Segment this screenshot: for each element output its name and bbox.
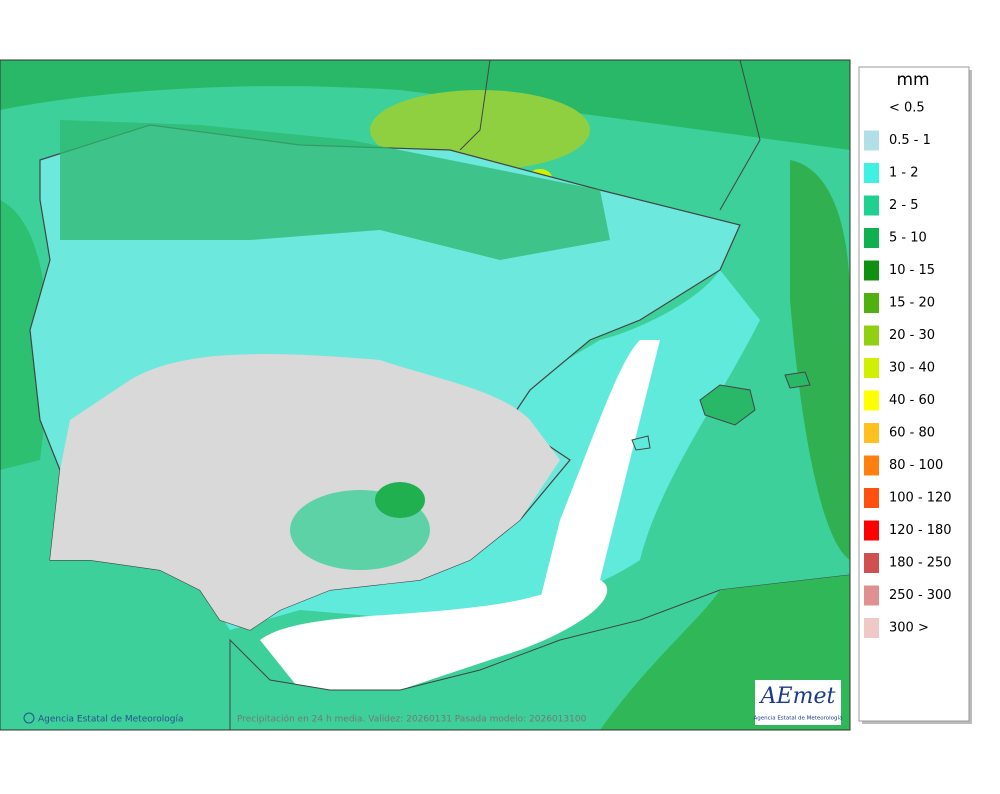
legend-label: 100 - 120: [889, 491, 952, 506]
legend-label: 5 - 10: [889, 231, 927, 246]
legend-swatch: [864, 325, 879, 346]
rain-zone: [540, 340, 660, 600]
legend-label: 180 - 250: [889, 556, 952, 571]
legend-swatch: [864, 488, 879, 508]
map: [0, 60, 850, 730]
island: [631, 435, 651, 451]
legend-swatch: [864, 618, 879, 638]
legend-swatch: [864, 228, 879, 248]
legend-label: 80 - 100: [889, 458, 943, 473]
legend-title: mm: [896, 70, 929, 90]
rain-zone: [375, 482, 425, 518]
legend-swatch: [864, 390, 879, 411]
legend-swatch: [864, 293, 879, 313]
dry-zone: [50, 354, 560, 630]
legend-swatch: [864, 520, 879, 541]
legend-swatch: [864, 455, 879, 476]
map-frame: [0, 59, 851, 731]
legend-label: 20 - 30: [889, 328, 935, 343]
logo-subtitle: Agencia Estatal de Meteorología: [754, 715, 843, 722]
legend-label: 300 >: [889, 621, 929, 636]
copyright-icon: [23, 712, 35, 724]
legend-label: 250 - 300: [889, 588, 952, 603]
legend-label: 1 - 2: [889, 166, 919, 181]
legend-label: 120 - 180: [889, 523, 952, 538]
legend-swatch: [864, 423, 879, 443]
legend-label: 2 - 5: [889, 198, 919, 213]
logo: AEmet: [759, 684, 836, 709]
legend-swatch: [864, 163, 879, 183]
logo-box: [755, 680, 841, 725]
rain-zone: [0, 60, 850, 150]
island: [784, 371, 811, 389]
legend-label: 60 - 80: [889, 426, 935, 441]
legend-label: 10 - 15: [889, 263, 935, 278]
island: [699, 384, 756, 426]
legend-swatch: [864, 553, 879, 573]
caption: Precipitación en 24 h media. Validez: 20…: [237, 714, 587, 725]
rain-zone: [0, 200, 48, 470]
credit: Agencia Estatal de Meteorología: [38, 715, 184, 725]
rain-zone: [790, 160, 850, 560]
legend-swatch: [864, 195, 879, 216]
legend-label: 15 - 20: [889, 296, 935, 311]
legend-label: < 0.5: [889, 101, 925, 116]
legend-swatch: [864, 358, 879, 378]
legend-swatch: [864, 260, 879, 281]
legend-label: 30 - 40: [889, 361, 935, 376]
rain-zone: [60, 120, 610, 260]
rain-zone: [260, 580, 608, 690]
legend: mm < 0.5 0.5 - 1 1 - 2 2 - 5 5 - 10 10 - 15 15…: [858, 66, 972, 724]
legend-swatch: [864, 130, 879, 151]
legend-label: 0.5 - 1: [889, 133, 931, 148]
border: [459, 60, 761, 211]
legend-label: 40 - 60: [889, 393, 935, 408]
legend-swatch: [864, 585, 879, 606]
